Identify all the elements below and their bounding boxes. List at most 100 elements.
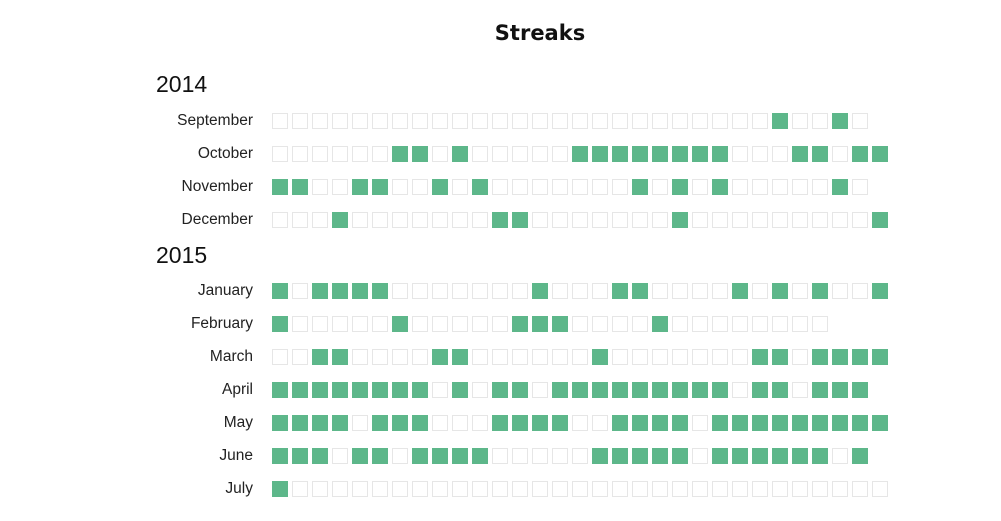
- day-cell-empty: [792, 212, 808, 228]
- day-cell-empty: [492, 113, 508, 129]
- day-cell-empty: [332, 179, 348, 195]
- day-cell-active: [492, 382, 508, 398]
- day-cell-empty: [312, 316, 328, 332]
- day-cell-empty: [572, 349, 588, 365]
- month-row: January: [198, 282, 888, 299]
- day-cell-active: [272, 283, 288, 299]
- day-cell-active: [652, 316, 668, 332]
- day-cell-empty: [612, 212, 628, 228]
- day-cell-empty: [792, 113, 808, 129]
- day-cell-active: [652, 382, 668, 398]
- day-cell-active: [492, 415, 508, 431]
- day-cell-active: [452, 349, 468, 365]
- day-cell-empty: [552, 283, 568, 299]
- day-cell-empty: [852, 283, 868, 299]
- day-cell-empty: [292, 146, 308, 162]
- day-cell-empty: [532, 179, 548, 195]
- day-cell-empty: [472, 349, 488, 365]
- day-cell-empty: [392, 349, 408, 365]
- day-cell-empty: [592, 283, 608, 299]
- day-cell-empty: [692, 283, 708, 299]
- day-cell-empty: [772, 179, 788, 195]
- day-cell-empty: [532, 113, 548, 129]
- month-row: December: [182, 211, 888, 228]
- day-cell-empty: [432, 283, 448, 299]
- day-cell-empty: [752, 481, 768, 497]
- day-cell-empty: [312, 481, 328, 497]
- day-cell-active: [452, 382, 468, 398]
- day-cell-empty: [632, 481, 648, 497]
- day-cell-empty: [492, 179, 508, 195]
- day-cell-empty: [652, 113, 668, 129]
- day-cell-active: [552, 316, 568, 332]
- day-cell-active: [312, 448, 328, 464]
- day-cell-empty: [672, 316, 688, 332]
- month-row: April: [222, 381, 868, 398]
- day-cell-active: [352, 179, 368, 195]
- day-cell-active: [632, 415, 648, 431]
- day-cell-active: [572, 382, 588, 398]
- day-cell-empty: [432, 113, 448, 129]
- day-cell-empty: [572, 448, 588, 464]
- day-cell-active: [872, 415, 888, 431]
- day-cell-empty: [492, 283, 508, 299]
- day-cell-active: [292, 179, 308, 195]
- day-cell-empty: [312, 146, 328, 162]
- day-cell-empty: [372, 316, 388, 332]
- day-cell-active: [672, 146, 688, 162]
- day-cell-empty: [412, 179, 428, 195]
- day-cell-empty: [292, 349, 308, 365]
- day-cell-empty: [832, 146, 848, 162]
- day-cell-active: [832, 349, 848, 365]
- day-cell-empty: [692, 349, 708, 365]
- day-cell-empty: [752, 146, 768, 162]
- day-cell-empty: [452, 113, 468, 129]
- day-cell-empty: [632, 316, 648, 332]
- day-cell-empty: [812, 113, 828, 129]
- day-cell-empty: [692, 316, 708, 332]
- day-cell-empty: [812, 179, 828, 195]
- day-cell-empty: [812, 212, 828, 228]
- day-cell-active: [572, 146, 588, 162]
- day-cell-active: [672, 179, 688, 195]
- month-label: February: [191, 315, 253, 332]
- day-cell-empty: [432, 481, 448, 497]
- day-cell-empty: [352, 316, 368, 332]
- day-cell-active: [712, 179, 728, 195]
- chart-title: Streaks: [495, 21, 585, 45]
- day-cell-empty: [332, 316, 348, 332]
- day-cell-empty: [552, 146, 568, 162]
- day-cell-active: [812, 448, 828, 464]
- day-cell-active: [772, 382, 788, 398]
- day-cell-empty: [652, 283, 668, 299]
- day-cell-empty: [472, 481, 488, 497]
- day-cell-empty: [392, 283, 408, 299]
- day-cell-empty: [472, 113, 488, 129]
- month-label: March: [210, 348, 253, 365]
- day-cell-empty: [792, 349, 808, 365]
- day-cell-empty: [712, 316, 728, 332]
- day-cell-empty: [372, 146, 388, 162]
- day-cell-active: [332, 382, 348, 398]
- day-cell-empty: [532, 146, 548, 162]
- day-cell-empty: [612, 179, 628, 195]
- day-cell-empty: [332, 481, 348, 497]
- day-cell-empty: [492, 448, 508, 464]
- day-cell-active: [612, 283, 628, 299]
- day-cell-empty: [432, 146, 448, 162]
- day-cell-empty: [492, 349, 508, 365]
- day-cell-active: [772, 283, 788, 299]
- day-cell-empty: [332, 146, 348, 162]
- day-cell-active: [592, 382, 608, 398]
- day-cell-active: [852, 382, 868, 398]
- day-cell-empty: [272, 349, 288, 365]
- day-cell-empty: [272, 113, 288, 129]
- day-cell-empty: [772, 212, 788, 228]
- day-cell-empty: [692, 113, 708, 129]
- day-cell-empty: [552, 349, 568, 365]
- day-cell-empty: [712, 283, 728, 299]
- month-row: February: [191, 315, 828, 332]
- day-cell-empty: [512, 113, 528, 129]
- day-cell-empty: [812, 316, 828, 332]
- day-cell-active: [392, 382, 408, 398]
